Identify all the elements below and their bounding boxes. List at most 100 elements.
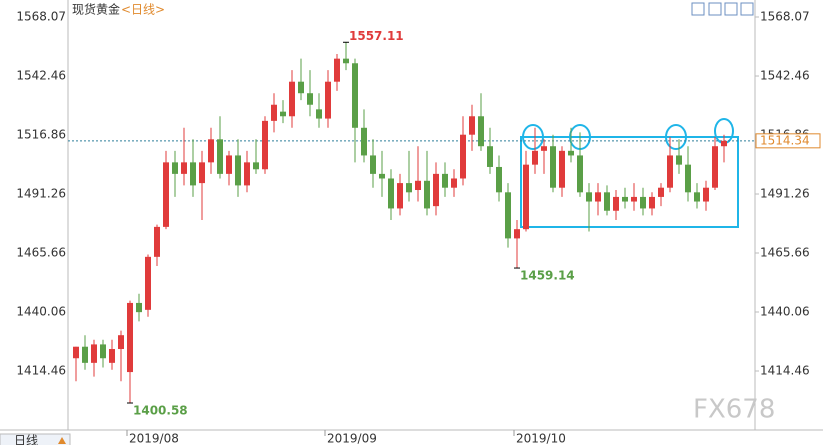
tool-zoom-in[interactable] (708, 2, 722, 16)
tool-move[interactable] (691, 2, 705, 16)
candle-body (532, 150, 538, 165)
y-tick-label: 1440.06 (16, 305, 66, 319)
candle-body (622, 196, 628, 202)
candle-body (451, 178, 457, 188)
candle-body (415, 180, 421, 191)
candle-body (289, 81, 295, 117)
candle-body (118, 335, 124, 350)
candle-body (478, 116, 484, 147)
tool-zoom-out[interactable] (724, 2, 738, 16)
candle-body (523, 164, 529, 230)
y2-tick-label: 1465.66 (760, 246, 810, 260)
x-tick-label: 2019/10 (516, 432, 566, 445)
candle-body (181, 162, 187, 174)
y-tick-label: 1491.26 (16, 187, 66, 201)
candle-body (703, 187, 709, 202)
highlight-circle (665, 124, 687, 150)
candle-body (73, 346, 79, 359)
highlight-box (520, 136, 739, 228)
candle-body (154, 226, 160, 257)
candle-body (424, 180, 430, 209)
candle-body (667, 155, 673, 188)
candle-body (595, 192, 601, 202)
candle-body (100, 344, 106, 359)
candle-body (307, 93, 313, 105)
x-tick-label: 2019/08 (129, 432, 179, 445)
candle-body (568, 150, 574, 156)
candle-body (352, 63, 358, 128)
candle-body (577, 155, 583, 193)
candle-body (469, 116, 475, 135)
y2-tick-label: 1440.06 (760, 305, 810, 319)
period-arrow[interactable] (58, 437, 66, 444)
candle-body (280, 111, 286, 117)
candle-body (658, 187, 664, 197)
candle-body (91, 344, 97, 363)
candle-body (460, 134, 466, 179)
y-tick-label: 1516.86 (16, 128, 66, 142)
y2-tick-label: 1568.07 (760, 10, 810, 24)
last-price-label: 1514.34 (760, 133, 810, 147)
candle-body (172, 162, 178, 174)
candle-body (82, 346, 88, 363)
y-tick-label: 1414.46 (16, 364, 66, 378)
candle-body (199, 162, 205, 184)
x-tick-label: 2019/09 (327, 432, 377, 445)
toolbar[interactable] (691, 2, 754, 16)
candle-body (253, 162, 259, 170)
y2-tick-label: 1491.26 (760, 187, 810, 201)
candle-body (334, 58, 340, 82)
candle-body (550, 146, 556, 188)
candle-body (505, 192, 511, 239)
chart-subtitle: <日线> (121, 3, 165, 17)
annotation: 1459.14 (520, 269, 575, 283)
candle-body (271, 104, 277, 121)
candle-body (235, 155, 241, 186)
candle-body (208, 139, 214, 163)
candle-body (514, 229, 520, 239)
candle-body (343, 58, 349, 64)
candle-body (604, 192, 610, 211)
tool-reset[interactable] (740, 2, 754, 16)
candle-body (262, 120, 268, 170)
candle-body (127, 302, 133, 373)
y2-tick-label: 1542.46 (760, 69, 810, 83)
candle-body (406, 183, 412, 193)
candle-body (379, 173, 385, 179)
candle-body (244, 162, 250, 186)
chart-title: 现货黄金 (72, 2, 120, 17)
candle-body (370, 155, 376, 174)
candle-body (721, 140, 727, 147)
candle-body (217, 139, 223, 174)
candle-body (649, 196, 655, 209)
candle-body (631, 196, 637, 202)
annotation: 1400.58 (133, 403, 188, 417)
candle-body (325, 81, 331, 119)
candle-body (487, 146, 493, 167)
candle-body (640, 196, 646, 209)
candle-body (694, 192, 700, 202)
candle-body (685, 164, 691, 193)
candle-body (442, 173, 448, 188)
candle-body (226, 155, 232, 174)
candle-body (298, 81, 304, 94)
y2-tick-label: 1414.46 (760, 364, 810, 378)
candle-body (712, 146, 718, 188)
candle-body (559, 150, 565, 188)
candle-body (496, 166, 502, 193)
candle-body (190, 162, 196, 186)
y-tick-label: 1465.66 (16, 246, 66, 260)
highlight-circle (522, 124, 544, 150)
annotation: 1557.11 (349, 29, 404, 43)
candle-body (676, 155, 682, 165)
period-button[interactable] (0, 433, 71, 445)
y-tick-label: 1542.46 (16, 69, 66, 83)
candle-body (163, 162, 169, 227)
candle-body (136, 302, 142, 313)
y-tick-label: 1568.07 (16, 10, 66, 24)
period-button-label[interactable]: 日线 (14, 434, 38, 445)
candle-body (361, 127, 367, 156)
candle-body (316, 109, 322, 119)
